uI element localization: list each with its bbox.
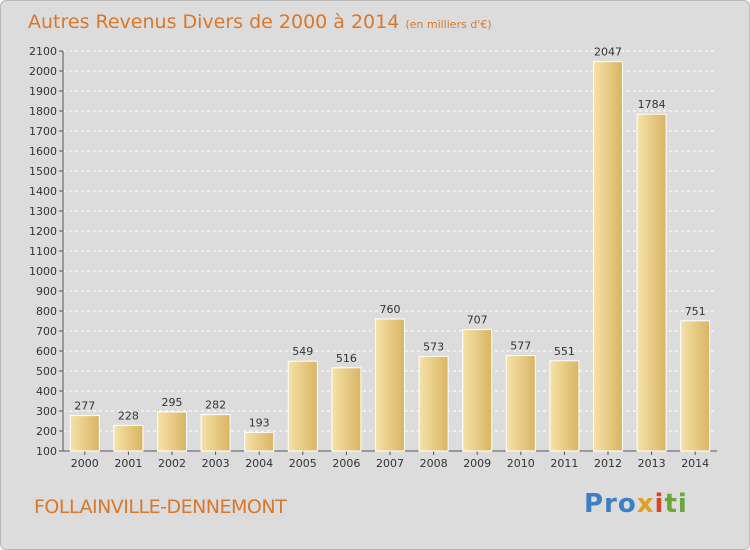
- bar-2012: [593, 61, 623, 452]
- value-label-2007: 760: [380, 303, 401, 316]
- y-tick-label: 1200: [29, 225, 57, 238]
- y-tick-label: 1300: [29, 205, 57, 218]
- value-label-2004: 193: [249, 416, 270, 429]
- place-name: FOLLAINVILLE-DENNEMONT: [34, 496, 287, 518]
- y-tick-label: 200: [36, 425, 57, 438]
- y-tick-label: 1400: [29, 185, 57, 198]
- y-tick-label: 2100: [29, 45, 57, 58]
- value-label-2010: 577: [510, 340, 531, 353]
- y-tick-label: 1800: [29, 105, 57, 118]
- x-tick-label-2002: 2002: [158, 457, 186, 470]
- value-label-2013: 1784: [638, 98, 666, 111]
- y-tick-label: 1600: [29, 145, 57, 158]
- x-tick-label-2011: 2011: [550, 457, 578, 470]
- chart-subtitle: (en milliers d'€): [405, 18, 492, 31]
- chart-title: Autres Revenus Divers de 2000 à 2014: [28, 11, 400, 33]
- value-label-2002: 295: [162, 396, 183, 409]
- y-tick-labels: 100 200 300 400 500 600 700 800 900 1000 1100 1200 1…: [29, 45, 57, 458]
- x-tick-label-2001: 2001: [114, 457, 142, 470]
- x-tick-label-2012: 2012: [594, 457, 622, 470]
- bar-2004: [244, 431, 275, 452]
- value-label-2005: 549: [292, 345, 313, 358]
- y-tick-label: 1700: [29, 125, 57, 138]
- y-tick-label: 400: [36, 385, 57, 398]
- bar-2000: [69, 415, 100, 452]
- value-label-2006: 516: [336, 352, 357, 365]
- brand-part-4: ti: [664, 489, 688, 519]
- y-tick-label: 1500: [29, 165, 57, 178]
- value-label-2008: 573: [423, 340, 444, 353]
- x-tick-label-2014: 2014: [681, 457, 709, 470]
- brand-part-3: i: [654, 489, 665, 519]
- bar-2005: [287, 360, 318, 452]
- bar-2013: [636, 113, 667, 452]
- x-tick-label-2009: 2009: [463, 457, 491, 470]
- y-tick-label: 900: [36, 285, 57, 298]
- x-tick-label-2013: 2013: [638, 457, 666, 470]
- bars: 277 228 295 282 193 549 516 760 573 707 577 551 2047…: [69, 46, 711, 452]
- bar-2010: [505, 355, 536, 452]
- value-label-2000: 277: [74, 400, 95, 413]
- bar-2008: [418, 355, 449, 452]
- y-tick-label: 1000: [29, 265, 57, 278]
- y-tick-label: 1100: [29, 245, 57, 258]
- y-tick-label: 500: [36, 365, 57, 378]
- value-label-2014: 751: [685, 305, 706, 318]
- y-tick-label: 100: [36, 445, 57, 458]
- value-label-2012: 2047: [594, 46, 622, 59]
- brand-part-1: Pro: [584, 489, 637, 519]
- x-tick-label-2000: 2000: [71, 457, 99, 470]
- y-tick-label: 2000: [29, 65, 57, 78]
- bar-2006: [331, 367, 362, 452]
- y-tick-label: 800: [36, 305, 57, 318]
- x-tick-label-2007: 2007: [376, 457, 404, 470]
- bar-2011: [549, 360, 580, 452]
- value-label-2011: 551: [554, 345, 575, 358]
- value-label-2009: 707: [467, 314, 488, 327]
- bar-2009: [462, 329, 493, 452]
- x-tick-label-2008: 2008: [420, 457, 448, 470]
- x-tick-label-2004: 2004: [245, 457, 273, 470]
- bar-2003: [200, 414, 231, 452]
- bar-2002: [157, 411, 187, 452]
- bar-2014: [680, 320, 711, 452]
- y-tick-label: 300: [36, 405, 57, 418]
- title-line: Autres Revenus Divers de 2000 à 2014 (en …: [28, 11, 492, 33]
- brand-logo: Proxiti: [584, 489, 688, 519]
- value-label-2003: 282: [205, 399, 226, 412]
- x-tick-label-2005: 2005: [289, 457, 317, 470]
- bar-2001: [113, 424, 144, 452]
- brand-part-2: x: [636, 489, 655, 519]
- x-tick-label-2006: 2006: [332, 457, 360, 470]
- y-tick-label: 600: [36, 345, 57, 358]
- y-tick-label: 1900: [29, 85, 57, 98]
- x-tick-label-2010: 2010: [507, 457, 535, 470]
- value-label-2001: 228: [118, 409, 139, 422]
- bar-2007: [375, 318, 405, 452]
- x-tick-label-2003: 2003: [202, 457, 230, 470]
- x-tick-labels: 2000 2001 2002 2003 2004 2005 2006 2007 2008 2009…: [71, 457, 709, 470]
- y-tick-label: 700: [36, 325, 57, 338]
